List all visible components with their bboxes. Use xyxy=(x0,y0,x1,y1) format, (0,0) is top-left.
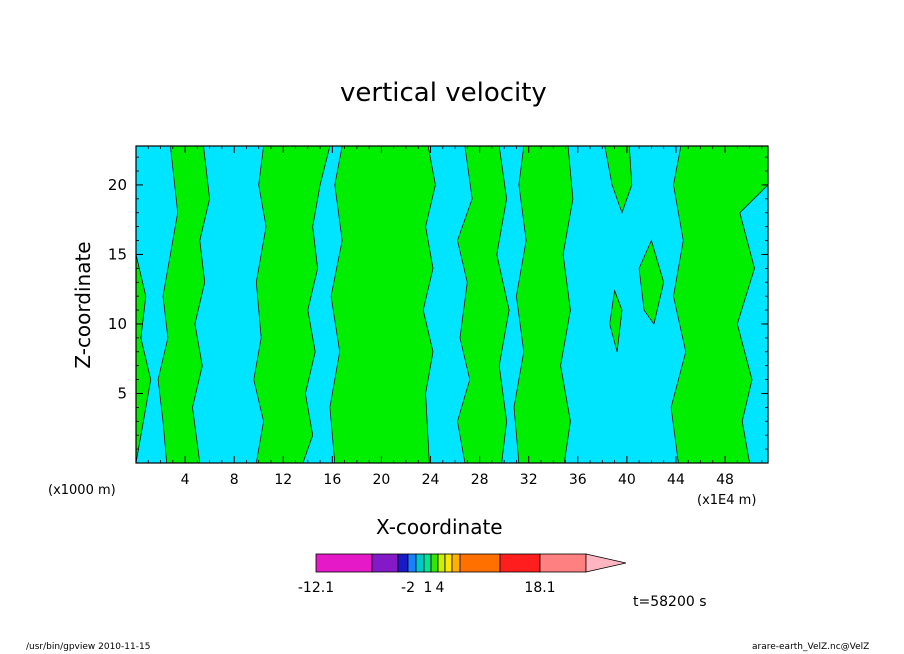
colorbar-segment xyxy=(437,553,446,573)
positive-velocity-region xyxy=(638,239,665,325)
chart-title: vertical velocity xyxy=(340,78,547,108)
footer-program-date: /usr/bin/gpview 2010-11-15 xyxy=(26,642,151,652)
x-tick-label: 44 xyxy=(667,472,685,488)
positive-velocity-region xyxy=(253,145,331,464)
y-tick-label: 10 xyxy=(108,315,127,333)
positive-velocity-region xyxy=(609,289,623,352)
x-axis-label: X-coordinate xyxy=(376,515,503,539)
x-tick-label: 36 xyxy=(569,472,587,488)
x-tick-label: 28 xyxy=(471,472,489,488)
colorbar-segment xyxy=(444,553,453,573)
colorbar-segment xyxy=(423,553,432,573)
colorbar-segment xyxy=(451,553,461,573)
colorbar-label: 18.1 xyxy=(524,580,555,596)
colorbar-label: -2 xyxy=(401,580,415,596)
x-tick-label: 8 xyxy=(230,472,239,488)
colorbar-segment xyxy=(415,553,425,573)
x-tick-label: 48 xyxy=(716,472,734,488)
x-tick-label: 40 xyxy=(618,472,636,488)
colorbar-segment xyxy=(315,553,373,573)
colorbar-label: -12.1 xyxy=(298,580,334,596)
colorbar-segment xyxy=(407,553,417,573)
plot-frame xyxy=(135,145,769,464)
colorbar-segment xyxy=(397,553,409,573)
colorbar-segment xyxy=(459,553,501,573)
x-tick-label: 16 xyxy=(323,472,341,488)
time-label: t=58200 s xyxy=(633,594,707,610)
y-tick-label: 15 xyxy=(108,245,127,263)
x-tick-label: 32 xyxy=(520,472,538,488)
negative-velocity-field xyxy=(136,146,768,463)
colorbar-segment xyxy=(430,553,439,573)
positive-velocity-region xyxy=(513,145,574,464)
x-tick-label: 4 xyxy=(181,472,190,488)
colorbar-segment xyxy=(371,553,399,573)
x-tick-label: 12 xyxy=(274,472,292,488)
colorbar-segment xyxy=(539,553,587,573)
colorbar-label: 4 xyxy=(436,580,445,596)
footer-source-file: arare-earth_VelZ.nc@VelZ xyxy=(752,642,870,652)
y-axis-label: Z-coordinate xyxy=(71,241,95,369)
x-tick-label: 24 xyxy=(422,472,440,488)
y-tick-label: 20 xyxy=(108,176,127,194)
colorbar-label: 1 xyxy=(424,580,433,596)
colorbar-segment xyxy=(499,553,541,573)
x-tick-label: 20 xyxy=(373,472,391,488)
x-unit-right-label: (x1E4 m) xyxy=(697,493,757,508)
colorbar-extend-arrow xyxy=(585,553,627,573)
x-unit-left-label: (x1000 m) xyxy=(48,483,116,498)
positive-velocity-region xyxy=(329,145,436,464)
y-tick-label: 5 xyxy=(117,384,127,402)
